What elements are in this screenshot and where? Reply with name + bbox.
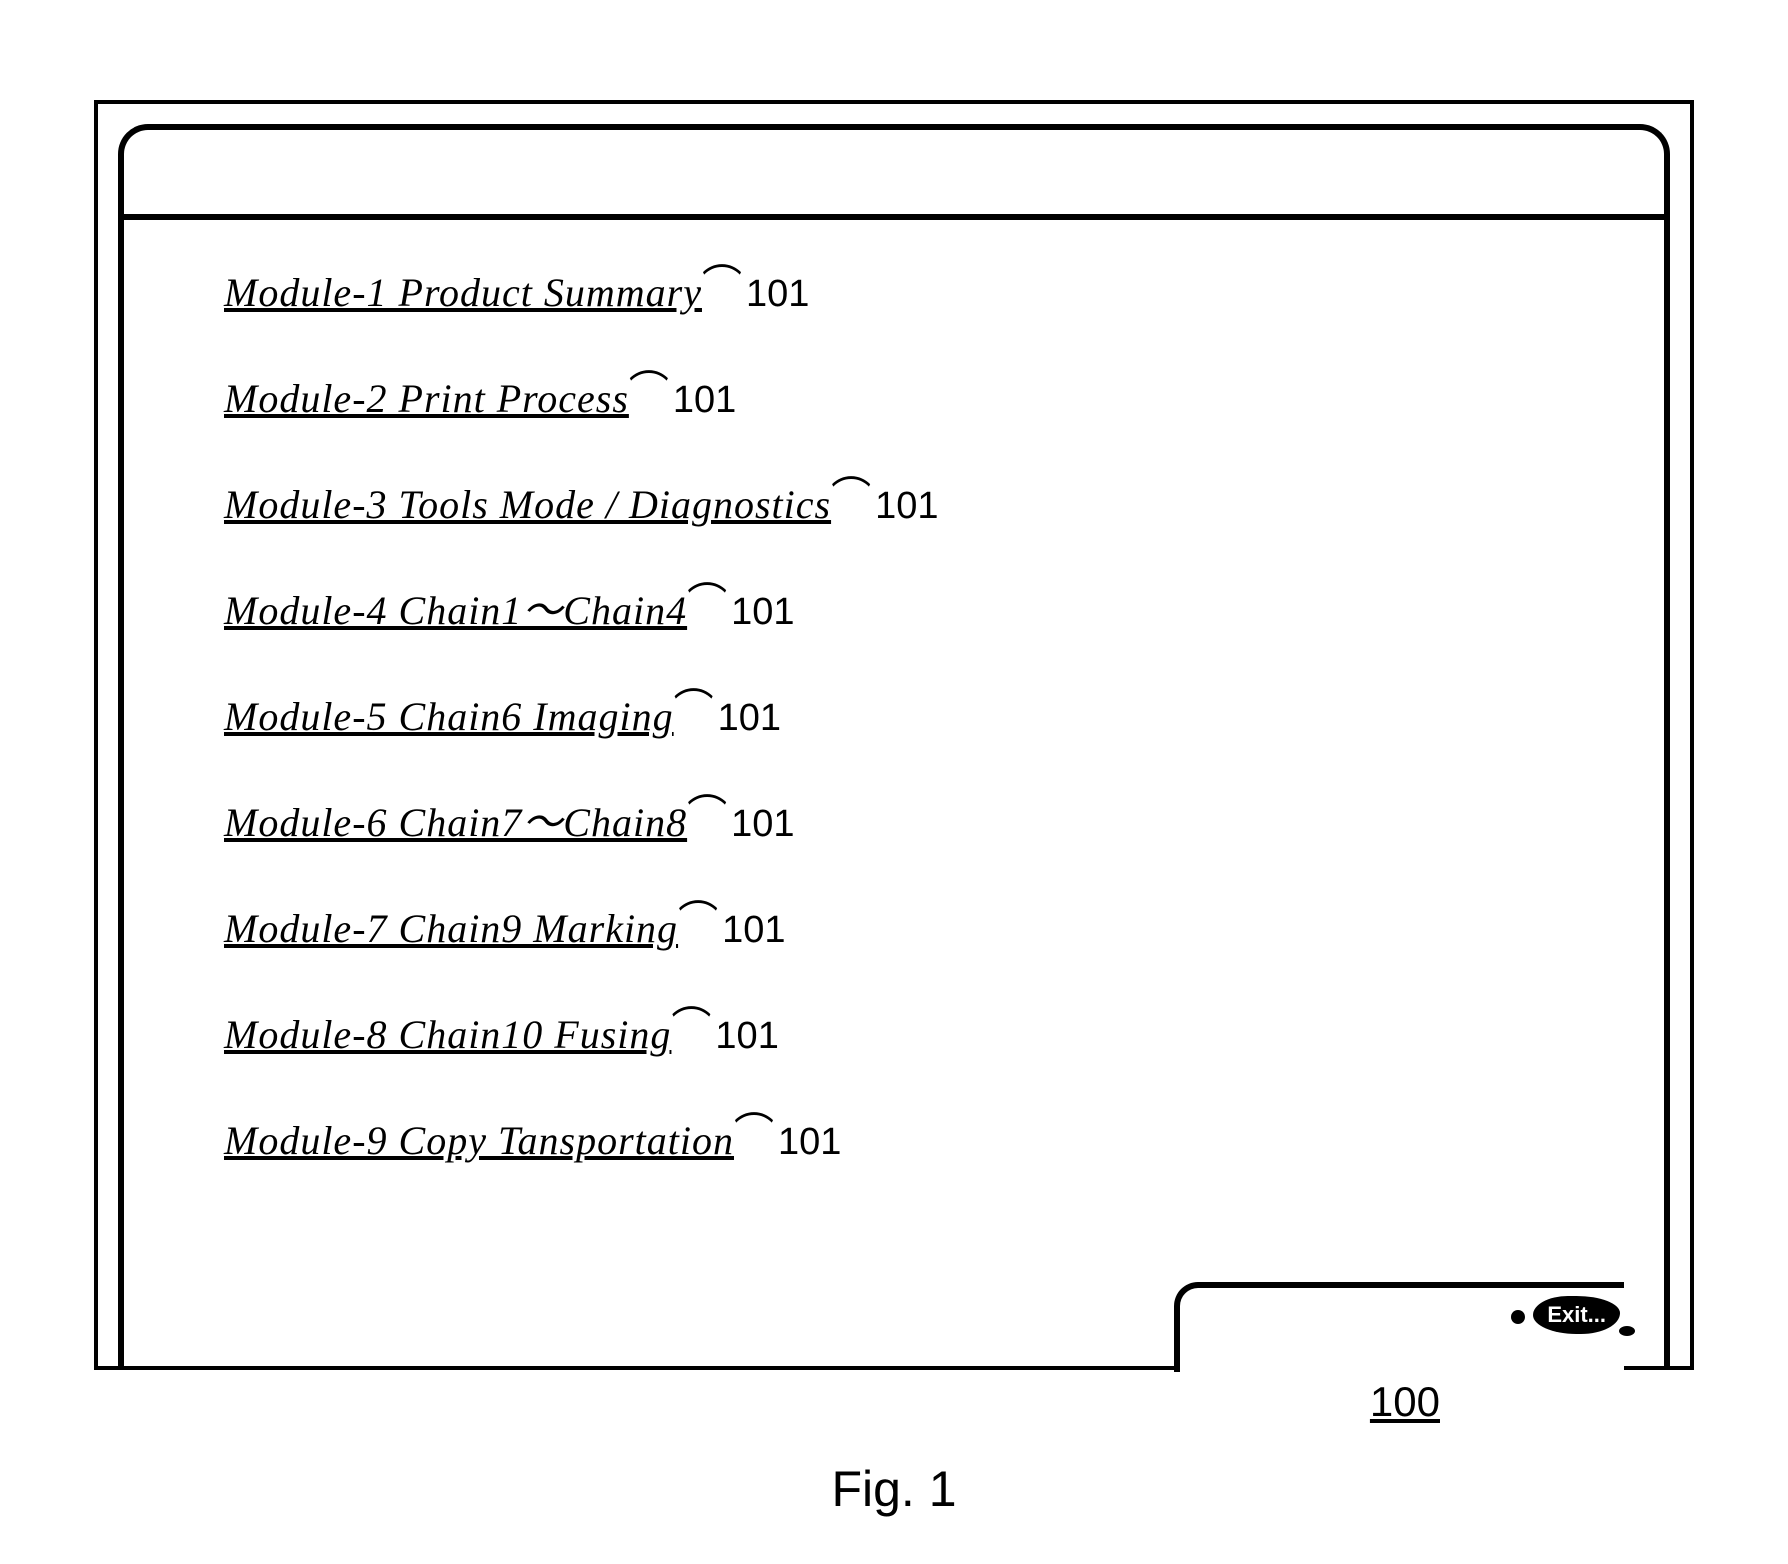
leader-line: ⌒ [678, 888, 718, 946]
reference-number: 101 [875, 485, 938, 528]
leader-line: ⌒ [674, 676, 714, 734]
module-link-5[interactable]: Module-5 Chain6 Imaging [224, 693, 674, 740]
ink-blob-icon [1511, 1310, 1525, 1324]
leader-line: ⌒ [734, 1100, 774, 1158]
leader-line: ⌒ [629, 358, 669, 416]
leader-line: ⌒ [702, 252, 742, 310]
reference-number: 101 [731, 591, 794, 634]
window-titlebar [124, 130, 1664, 220]
leader-line: ⌒ [671, 994, 711, 1052]
module-list: Module-1 Product Summary ⌒ 101 Module-2 … [124, 220, 1664, 1166]
exit-button[interactable]: Exit... [1533, 1296, 1620, 1334]
outer-frame: Module-1 Product Summary ⌒ 101 Module-2 … [94, 100, 1694, 1370]
module-row: Module-7 Chain9 Marking ⌒ 101 [224, 896, 1664, 954]
module-link-3[interactable]: Module-3 Tools Mode / Diagnostics [224, 481, 831, 528]
figure-label: Fig. 1 [40, 1460, 1748, 1518]
module-link-7[interactable]: Module-7 Chain9 Marking [224, 905, 678, 952]
reference-number: 101 [746, 273, 809, 316]
module-link-1[interactable]: Module-1 Product Summary [224, 269, 702, 316]
reference-number: 101 [778, 1121, 841, 1164]
module-row: Module-2 Print Process ⌒ 101 [224, 366, 1664, 424]
reference-number: 101 [673, 379, 736, 422]
module-link-4[interactable]: Module-4 Chain1～Chain4 [224, 578, 687, 636]
ink-blob-icon [1619, 1326, 1635, 1336]
module-link-9[interactable]: Module-9 Copy Tansportation [224, 1117, 734, 1164]
leader-line: ⌒ [687, 782, 727, 840]
module-link-2[interactable]: Module-2 Print Process [224, 375, 629, 422]
module-row: Module-3 Tools Mode / Diagnostics ⌒ 101 [224, 472, 1664, 530]
leader-line: ⌒ [687, 570, 727, 628]
reference-number: 101 [718, 697, 781, 740]
module-row: Module-4 Chain1～Chain4 ⌒ 101 [224, 578, 1664, 636]
reference-number: 101 [722, 909, 785, 952]
reference-number: 101 [731, 803, 794, 846]
window-frame: Module-1 Product Summary ⌒ 101 Module-2 … [118, 124, 1670, 1366]
leader-line: ⌒ [831, 464, 871, 522]
module-row: Module-6 Chain7～Chain8 ⌒ 101 [224, 790, 1664, 848]
module-row: Module-5 Chain6 Imaging ⌒ 101 [224, 684, 1664, 742]
module-link-6[interactable]: Module-6 Chain7～Chain8 [224, 790, 687, 848]
module-row: Module-8 Chain10 Fusing ⌒ 101 [224, 1002, 1664, 1060]
module-link-8[interactable]: Module-8 Chain10 Fusing [224, 1011, 671, 1058]
module-row: Module-9 Copy Tansportation ⌒ 101 [224, 1108, 1664, 1166]
module-row: Module-1 Product Summary ⌒ 101 [224, 260, 1664, 318]
reference-number: 101 [715, 1015, 778, 1058]
figure-reference-number: 100 [1370, 1378, 1440, 1426]
